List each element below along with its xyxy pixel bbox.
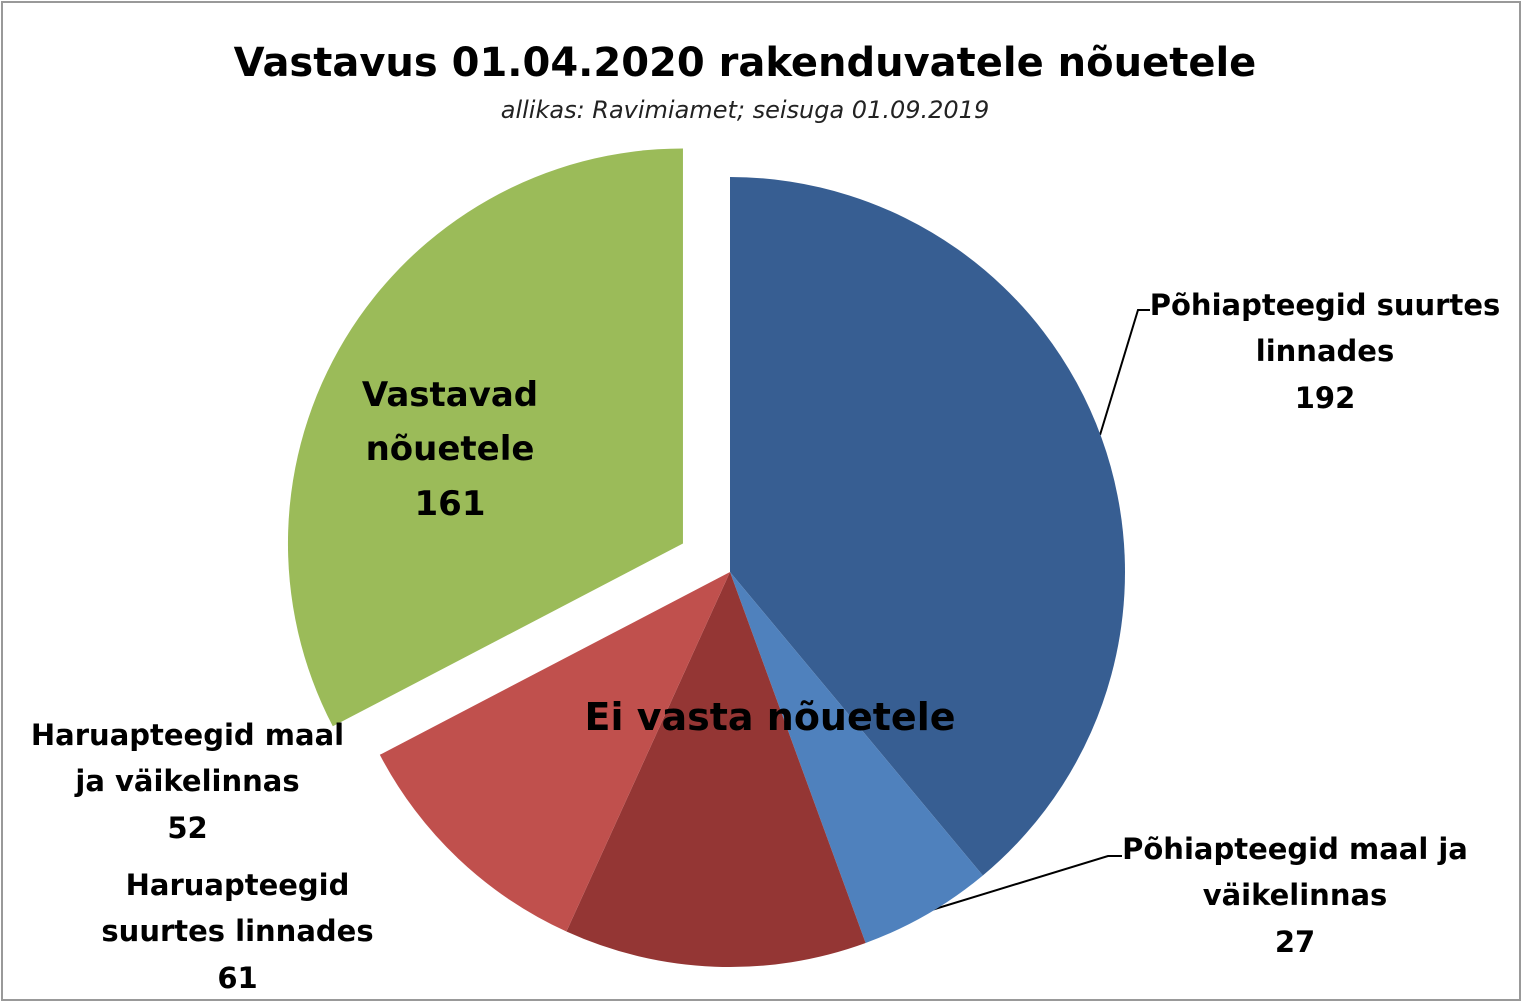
- leader-line: [924, 855, 1122, 913]
- category-label: Haruapteegid maal ja väikelinnas: [30, 718, 345, 799]
- slice-label: Haruapteegid suurtes linnades 61: [95, 862, 380, 1001]
- slice-label: Vastavad nõuetele 161: [330, 368, 570, 531]
- category-label: Vastavad nõuetele: [361, 375, 539, 470]
- value-label: 161: [414, 483, 486, 524]
- slice-label: Põhiapteegid maal ja väikelinnas 27: [1115, 826, 1475, 965]
- leader-line: [1099, 309, 1150, 436]
- value-label: 27: [1274, 924, 1316, 959]
- category-label: Põhiapteegid suurtes linnades: [1149, 288, 1501, 369]
- pie-slice: [379, 572, 730, 932]
- pie-slice: [730, 572, 983, 943]
- chart-subtitle: allikas: Ravimiamet; seisuga 01.09.2019: [500, 96, 990, 124]
- category-label: Põhiapteegid maal ja väikelinnas: [1122, 832, 1468, 913]
- value-label: 192: [1294, 380, 1356, 415]
- slice-label: Põhiapteegid suurtes linnades 192: [1145, 282, 1505, 421]
- slice-label: Haruapteegid maal ja väikelinnas 52: [30, 712, 345, 851]
- category-label: Haruapteegid suurtes linnades: [101, 868, 374, 949]
- pie-slice: [287, 148, 683, 727]
- value-label: 61: [217, 960, 258, 995]
- pie-slice: [566, 572, 866, 967]
- pie-slice: [730, 177, 1125, 876]
- value-label: 52: [167, 810, 208, 845]
- annotation: Ei vasta nõuetele: [584, 695, 956, 739]
- chart-title: Vastavus 01.04.2020 rakenduvatele nõuete…: [233, 40, 1257, 86]
